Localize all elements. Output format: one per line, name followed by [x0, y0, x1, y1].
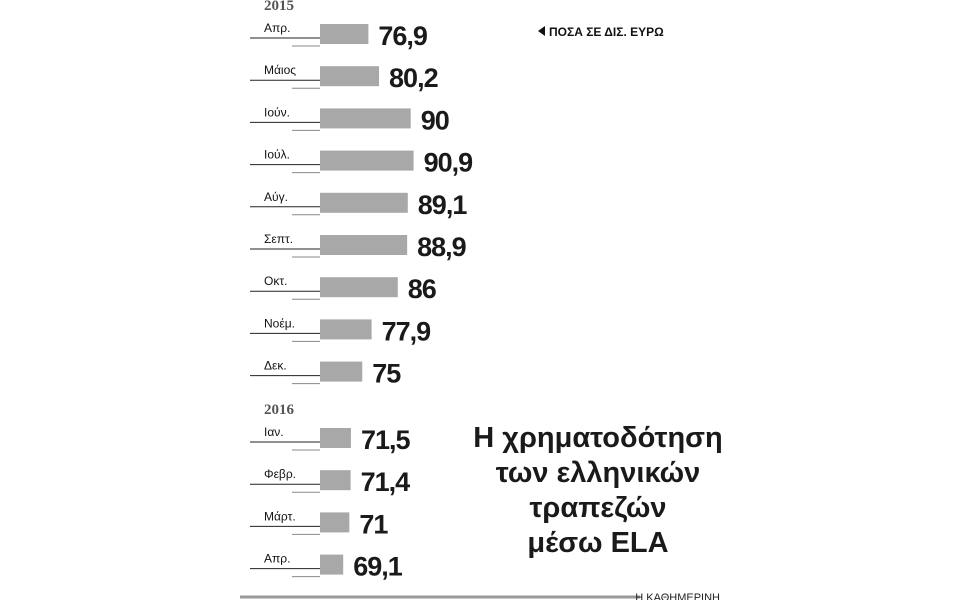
chart-rows: 2015 Απρ. 76,9 Μάιος 80,2 Ιούν. 90 Ιούλ. 90,9 Αύγ… — [250, 0, 474, 582]
month-label: Ιούν. — [264, 105, 290, 119]
month-label: Δεκ. — [264, 359, 287, 373]
value-label: 90 — [421, 105, 449, 135]
year-label: 2016 — [264, 402, 295, 418]
bar — [320, 361, 363, 382]
bar — [320, 235, 408, 255]
title-line-2: των ελληνικών — [496, 457, 701, 489]
month-label: Απρ. — [264, 21, 290, 35]
bar — [320, 108, 411, 129]
value-label: 69,1 — [353, 552, 403, 582]
month-label: Σεπτ. — [264, 232, 293, 246]
month-label: Μάρτ. — [264, 509, 296, 523]
value-label: 86 — [408, 274, 437, 304]
value-label: 88,9 — [417, 232, 467, 262]
bar — [320, 66, 380, 87]
month-label: Αύγ. — [264, 190, 288, 204]
value-label: 89,1 — [418, 190, 468, 220]
value-label: 80,2 — [389, 63, 438, 93]
bar — [320, 277, 398, 298]
bar — [320, 192, 408, 213]
month-label: Φεβρ. — [264, 467, 296, 481]
value-label: 90,9 — [424, 148, 474, 178]
unit-label: ΠΟΣΑ ΣΕ ΔΙΣ. ΕΥΡΩ — [549, 25, 664, 39]
value-label: 71,4 — [361, 467, 411, 497]
value-label: 77,9 — [382, 316, 432, 346]
bar — [320, 150, 414, 171]
value-label: 71,5 — [361, 425, 411, 455]
value-label: 71 — [359, 509, 388, 539]
month-label: Νοέμ. — [264, 316, 295, 330]
month-label: Ιούλ. — [264, 148, 290, 162]
source-credit: Η ΚΑΘΗΜΕΡΙΝΗ — [635, 592, 720, 600]
chart-title: Η χρηματοδότηση των ελληνικών τραπεζών μ… — [473, 422, 722, 559]
bar — [320, 470, 351, 491]
bar — [320, 554, 344, 575]
bar — [320, 24, 369, 44]
month-label: Απρ. — [264, 552, 290, 566]
title-line-1: Η χρηματοδότηση — [473, 422, 722, 454]
title-line-3: τραπεζών — [529, 492, 666, 524]
arrow-left-icon — [538, 26, 545, 36]
bar — [320, 319, 372, 340]
bar — [320, 428, 351, 448]
year-label: 2015 — [264, 0, 294, 14]
bar — [320, 512, 350, 533]
month-label: Οκτ. — [264, 274, 287, 288]
month-label: Ιαν. — [264, 425, 284, 439]
value-label: 75 — [372, 359, 401, 389]
unit-note: ΠΟΣΑ ΣΕ ΔΙΣ. ΕΥΡΩ — [538, 25, 664, 39]
month-label: Μάιος — [264, 63, 296, 77]
value-label: 76,9 — [378, 21, 428, 51]
title-line-4: μέσω ELA — [527, 527, 668, 559]
